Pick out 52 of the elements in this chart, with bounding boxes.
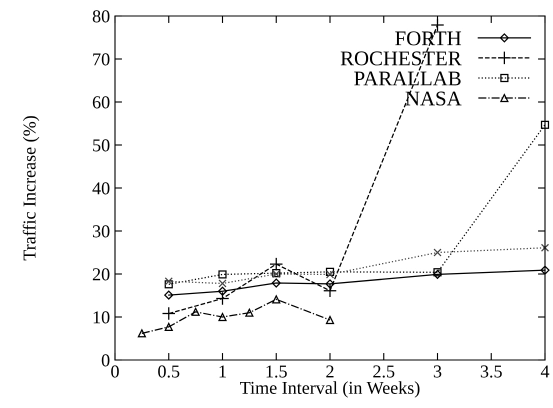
point	[164, 322, 173, 331]
point	[164, 290, 174, 300]
point	[164, 280, 173, 288]
point	[218, 270, 227, 279]
y-tick-label: 20	[92, 268, 110, 280]
point	[218, 279, 227, 288]
point	[218, 286, 228, 296]
y-tick-label: 40	[92, 182, 110, 194]
x-tick-label: 3.5	[480, 365, 502, 378]
point	[192, 308, 200, 316]
point	[433, 268, 442, 276]
point	[326, 268, 334, 276]
y-tick-label: 60	[92, 96, 110, 108]
legend-label: FORTH	[395, 31, 462, 46]
point	[269, 257, 284, 271]
y-tick-label: 10	[94, 311, 110, 324]
x-tick-label: 3	[434, 365, 442, 378]
point	[323, 284, 337, 298]
point	[540, 120, 550, 129]
x-tick-label: 1.5	[266, 365, 287, 378]
point	[245, 308, 254, 317]
x-tick-label: 4	[540, 366, 550, 378]
point	[432, 270, 442, 279]
point	[433, 248, 442, 257]
x-tick-label: 0.5	[158, 365, 180, 378]
legend-label: NASA	[406, 92, 462, 106]
y-tick-label: 30	[92, 225, 110, 238]
point	[272, 278, 281, 288]
point	[325, 279, 335, 288]
point	[272, 295, 280, 304]
x-tick-label: 0	[111, 365, 119, 378]
point	[326, 270, 334, 279]
y-tick-label: 70	[93, 53, 110, 66]
point	[540, 266, 550, 275]
legend-label: ROCHESTER	[340, 51, 462, 66]
x-axis-title: Time Interval (in Weeks)	[240, 381, 420, 398]
point	[164, 277, 173, 286]
point	[138, 329, 146, 338]
x-tick-label: 2.5	[373, 365, 394, 378]
y-tick-label: 80	[92, 10, 110, 22]
y-axis-title: Traffic Increase (%)	[22, 116, 40, 260]
y-tick-label: 0	[102, 354, 110, 366]
point	[162, 306, 176, 320]
point	[326, 316, 334, 324]
point	[218, 312, 227, 322]
legend-label: PARALLAB	[354, 72, 461, 86]
x-tick-label: 1	[220, 365, 226, 378]
x-tick-label: 2	[326, 365, 334, 378]
point	[430, 18, 444, 32]
point	[540, 244, 550, 252]
point	[216, 292, 230, 306]
y-tick-label: 50	[93, 139, 110, 152]
